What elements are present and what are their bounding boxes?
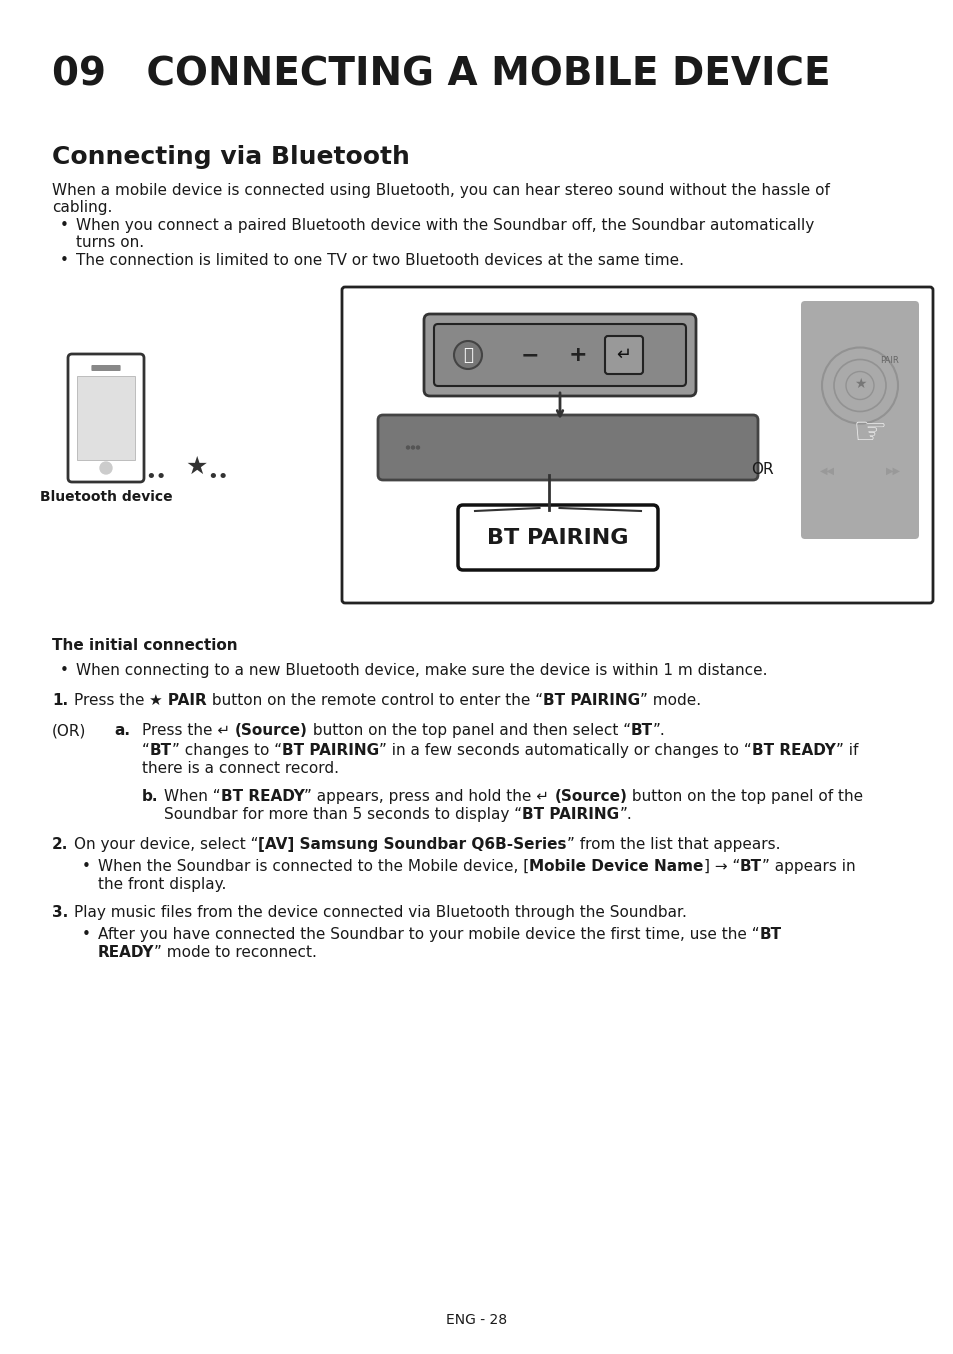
Text: When a mobile device is connected using Bluetooth, you can hear stereo sound wit: When a mobile device is connected using …: [52, 183, 829, 198]
Text: ” in a few seconds automatically or changes to “: ” in a few seconds automatically or chan…: [379, 743, 751, 758]
FancyBboxPatch shape: [801, 301, 918, 539]
Text: ” from the list that appears.: ” from the list that appears.: [566, 837, 780, 852]
Text: When connecting to a new Bluetooth device, make sure the device is within 1 m di: When connecting to a new Bluetooth devic…: [76, 663, 767, 678]
Text: •: •: [82, 927, 91, 942]
Text: ” if: ” if: [835, 743, 858, 758]
Text: BT PAIRING: BT PAIRING: [521, 807, 618, 822]
FancyBboxPatch shape: [341, 287, 932, 603]
Text: b.: b.: [142, 789, 158, 804]
Circle shape: [416, 445, 419, 450]
Text: ☞: ☞: [852, 413, 886, 451]
Text: 09   CONNECTING A MOBILE DEVICE: 09 CONNECTING A MOBILE DEVICE: [52, 56, 830, 93]
Text: ★ PAIR: ★ PAIR: [150, 693, 207, 708]
Text: ” appears, press and hold the ↵: ” appears, press and hold the ↵: [304, 789, 554, 804]
FancyBboxPatch shape: [423, 314, 696, 395]
Text: ”.: ”.: [653, 723, 665, 738]
Text: 2.: 2.: [52, 837, 69, 852]
Text: button on the top panel of the: button on the top panel of the: [626, 789, 862, 804]
Text: BT PAIRING: BT PAIRING: [542, 693, 639, 708]
Text: ” mode.: ” mode.: [639, 693, 700, 708]
Text: ▶▶: ▶▶: [884, 466, 900, 475]
Text: the front display.: the front display.: [98, 877, 226, 892]
Text: On your device, select “: On your device, select “: [74, 837, 258, 852]
Circle shape: [411, 445, 414, 450]
Text: a.: a.: [113, 723, 130, 738]
Text: ◀◀: ◀◀: [819, 466, 834, 475]
Text: Soundbar for more than 5 seconds to display “: Soundbar for more than 5 seconds to disp…: [164, 807, 521, 822]
Text: ••: ••: [207, 468, 229, 486]
Text: Bluetooth device: Bluetooth device: [40, 490, 172, 504]
Text: ↵: ↵: [616, 347, 631, 364]
Bar: [77, 376, 135, 460]
Text: turns on.: turns on.: [76, 236, 144, 250]
Text: BT PAIRING: BT PAIRING: [487, 528, 628, 547]
Text: 3.: 3.: [52, 904, 69, 919]
Text: Mobile Device Name: Mobile Device Name: [529, 858, 703, 873]
Text: −: −: [520, 345, 538, 366]
Text: (OR): (OR): [52, 723, 87, 738]
Text: [AV] Samsung Soundbar Q6B-Series: [AV] Samsung Soundbar Q6B-Series: [258, 837, 566, 852]
Text: When you connect a paired Bluetooth device with the Soundbar off, the Soundbar a: When you connect a paired Bluetooth devi…: [76, 218, 814, 233]
Text: BT: BT: [759, 927, 781, 942]
Text: (Source): (Source): [234, 723, 308, 738]
Text: ” changes to “: ” changes to “: [172, 743, 282, 758]
FancyBboxPatch shape: [68, 353, 144, 482]
Text: When the Soundbar is connected to the Mobile device, [: When the Soundbar is connected to the Mo…: [98, 858, 529, 873]
Text: “: “: [142, 743, 150, 758]
Text: When “: When “: [164, 789, 220, 804]
Text: ] → “: ] → “: [703, 858, 740, 873]
Text: Press the ↵: Press the ↵: [142, 723, 234, 738]
Text: The connection is limited to one TV or two Bluetooth devices at the same time.: The connection is limited to one TV or t…: [76, 253, 683, 268]
Text: ”.: ”.: [618, 807, 631, 822]
Text: there is a connect record.: there is a connect record.: [142, 761, 338, 776]
Text: (Source): (Source): [554, 789, 626, 804]
Circle shape: [100, 462, 112, 474]
Text: ••: ••: [145, 468, 167, 486]
Text: button on the top panel and then select “: button on the top panel and then select …: [308, 723, 630, 738]
Text: PAIR: PAIR: [880, 356, 899, 366]
FancyBboxPatch shape: [377, 414, 758, 481]
Text: BT: BT: [150, 743, 172, 758]
FancyBboxPatch shape: [604, 336, 642, 374]
Text: The initial connection: The initial connection: [52, 638, 237, 653]
Text: BT: BT: [740, 858, 761, 873]
Text: ENG - 28: ENG - 28: [446, 1313, 507, 1327]
Text: ⏻: ⏻: [462, 347, 473, 364]
Text: ” appears in: ” appears in: [761, 858, 855, 873]
Text: +: +: [568, 345, 587, 366]
Text: •: •: [60, 218, 69, 233]
FancyBboxPatch shape: [434, 324, 685, 386]
Text: BT PAIRING: BT PAIRING: [282, 743, 379, 758]
FancyBboxPatch shape: [457, 505, 658, 570]
FancyBboxPatch shape: [91, 366, 120, 371]
Text: READY: READY: [98, 945, 154, 960]
Text: •: •: [60, 253, 69, 268]
Text: After you have connected the Soundbar to your mobile device the first time, use : After you have connected the Soundbar to…: [98, 927, 759, 942]
Text: •: •: [60, 663, 69, 678]
Text: button on the remote control to enter the “: button on the remote control to enter th…: [207, 693, 542, 708]
Text: Play music files from the device connected via Bluetooth through the Soundbar.: Play music files from the device connect…: [74, 904, 686, 919]
Text: Press the: Press the: [74, 693, 150, 708]
Text: ★: ★: [185, 455, 207, 479]
Text: cabling.: cabling.: [52, 200, 112, 215]
Text: 1.: 1.: [52, 693, 68, 708]
Text: Connecting via Bluetooth: Connecting via Bluetooth: [52, 145, 410, 169]
Text: ” mode to reconnect.: ” mode to reconnect.: [154, 945, 317, 960]
Text: BT READY: BT READY: [220, 789, 304, 804]
Circle shape: [454, 341, 481, 370]
Text: BT READY: BT READY: [751, 743, 835, 758]
Text: OR: OR: [750, 463, 773, 478]
Text: ★: ★: [853, 376, 865, 390]
Text: •: •: [82, 858, 91, 873]
Text: BT: BT: [630, 723, 653, 738]
Circle shape: [406, 445, 409, 450]
